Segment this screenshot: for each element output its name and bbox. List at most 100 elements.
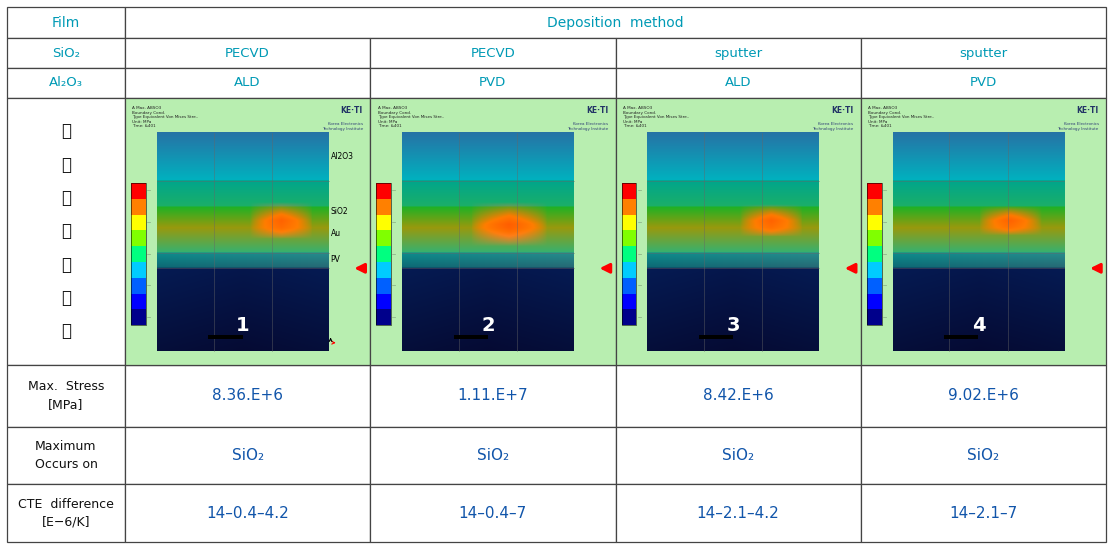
Text: Korea Electronics
Technology Institute: Korea Electronics Technology Institute	[567, 122, 608, 131]
Bar	[867, 278, 881, 294]
Text: 8.36.E+6: 8.36.E+6	[213, 388, 283, 404]
Text: —: —	[883, 252, 887, 256]
Bar	[376, 199, 391, 215]
Bar	[125, 484, 371, 542]
Bar	[376, 183, 391, 325]
Text: —: —	[883, 221, 887, 225]
Text: 결: 결	[61, 289, 71, 307]
Bar	[7, 68, 125, 98]
Bar	[376, 231, 391, 246]
Bar	[867, 310, 881, 325]
Bar	[376, 215, 391, 231]
Text: SiO2: SiO2	[331, 207, 348, 216]
Text: Deposition  method: Deposition method	[548, 15, 683, 30]
Bar	[371, 98, 615, 365]
Bar	[376, 310, 391, 325]
Bar	[7, 98, 125, 365]
Bar	[7, 365, 125, 427]
Text: PECVD: PECVD	[225, 47, 270, 59]
Bar	[860, 38, 1106, 68]
Bar	[860, 484, 1106, 542]
Bar	[7, 427, 125, 484]
Text: —: —	[147, 252, 151, 256]
Bar	[622, 246, 637, 262]
Bar	[131, 215, 146, 231]
Text: 1: 1	[236, 316, 249, 335]
Text: sputter: sputter	[959, 47, 1007, 59]
Text: Maximum
Occurs on: Maximum Occurs on	[35, 440, 98, 471]
Text: PECVD: PECVD	[471, 47, 515, 59]
Text: —: —	[883, 189, 887, 193]
Bar	[371, 427, 615, 484]
Text: 과: 과	[61, 322, 71, 340]
Text: KE·TI: KE·TI	[831, 106, 854, 115]
Text: A Max. ABSO3
Boundary Cond.
Type Equivalent Von Mises Stre..
Unit: MPa
Time: &40: A Max. ABSO3 Boundary Cond. Type Equival…	[623, 106, 689, 128]
Text: KE·TI: KE·TI	[1076, 106, 1099, 115]
Text: 1.11.E+7: 1.11.E+7	[457, 388, 529, 404]
Text: Korea Electronics
Technology Institute: Korea Electronics Technology Institute	[1057, 122, 1099, 131]
Text: SiO₂: SiO₂	[232, 448, 264, 463]
Text: CTE  difference
[E−6/K]: CTE difference [E−6/K]	[18, 498, 114, 529]
Bar	[131, 246, 146, 262]
Bar	[131, 262, 146, 278]
Text: Film: Film	[52, 15, 80, 30]
Bar	[860, 68, 1106, 98]
Bar	[867, 246, 881, 262]
Bar	[867, 294, 881, 310]
Bar	[867, 215, 881, 231]
Bar	[622, 294, 637, 310]
Text: ALD: ALD	[725, 76, 751, 89]
Bar	[371, 38, 615, 68]
Bar	[622, 183, 637, 325]
Text: 2: 2	[481, 316, 495, 335]
Bar	[376, 183, 391, 199]
Bar	[615, 427, 860, 484]
Bar	[125, 365, 371, 427]
Text: —: —	[638, 189, 641, 193]
Text: A Max. ABSO3
Boundary Cond.
Type Equivalent Von Mises Stre..
Unit: MPa
Time: &40: A Max. ABSO3 Boundary Cond. Type Equival…	[377, 106, 444, 128]
Bar	[944, 335, 978, 339]
Text: 이: 이	[61, 222, 71, 240]
Bar	[376, 278, 391, 294]
Text: SiO₂: SiO₂	[722, 448, 755, 463]
Bar	[371, 68, 615, 98]
Text: —: —	[638, 252, 641, 256]
Text: PVD: PVD	[480, 76, 506, 89]
Bar	[131, 183, 146, 199]
Text: ALD: ALD	[235, 76, 260, 89]
Bar	[622, 215, 637, 231]
Text: —: —	[883, 315, 887, 320]
Text: SiO₂: SiO₂	[52, 47, 80, 59]
Text: Korea Electronics
Technology Institute: Korea Electronics Technology Institute	[322, 122, 363, 131]
Bar	[371, 365, 615, 427]
Text: —: —	[147, 315, 151, 320]
Bar	[376, 246, 391, 262]
Text: A Max. ABSO3
Boundary Cond.
Type Equivalent Von Mises Stre..
Unit: MPa
Time: &40: A Max. ABSO3 Boundary Cond. Type Equival…	[868, 106, 934, 128]
Bar	[699, 335, 733, 339]
Text: —: —	[392, 252, 396, 256]
Text: —: —	[392, 284, 396, 288]
Text: 8.42.E+6: 8.42.E+6	[702, 388, 774, 404]
Text: —: —	[638, 284, 641, 288]
Bar	[131, 310, 146, 325]
Bar	[131, 183, 146, 325]
Text: 레: 레	[61, 189, 71, 207]
Text: 14–0.4–4.2: 14–0.4–4.2	[206, 506, 289, 521]
Text: 션: 션	[61, 256, 71, 274]
Bar	[622, 262, 637, 278]
Text: Max.  Stress
[MPa]: Max. Stress [MPa]	[28, 380, 105, 411]
Text: —: —	[883, 284, 887, 288]
Bar	[7, 38, 125, 68]
Text: Al₂O₃: Al₂O₃	[49, 76, 83, 89]
Bar	[615, 484, 860, 542]
Bar	[208, 335, 243, 339]
Text: 물: 물	[61, 155, 71, 173]
Bar	[615, 38, 860, 68]
Text: —: —	[392, 189, 396, 193]
Text: —: —	[147, 189, 151, 193]
Bar	[125, 68, 371, 98]
Bar	[131, 294, 146, 310]
Bar	[622, 199, 637, 215]
Bar	[622, 310, 637, 325]
Text: A Max. ABSO3
Boundary Cond.
Type Equivalent Von Mises Stre..
Unit: MPa
Time: &40: A Max. ABSO3 Boundary Cond. Type Equival…	[132, 106, 198, 128]
